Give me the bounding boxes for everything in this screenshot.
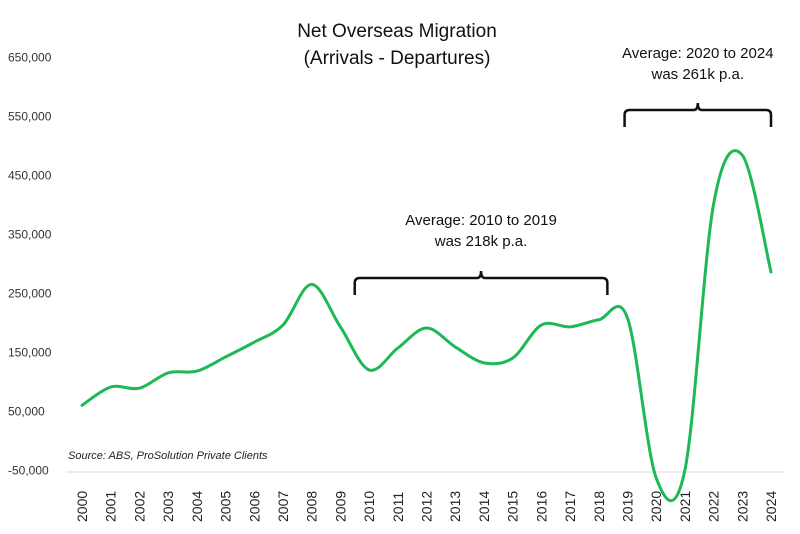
x-tick-label: 2016	[533, 491, 549, 522]
x-tick-label: 2021	[677, 491, 693, 522]
x-tick-label: 2008	[304, 491, 320, 522]
y-tick-label: 250,000	[8, 287, 52, 301]
data-points	[81, 155, 772, 478]
bracket	[353, 270, 609, 295]
x-tick-label: 2011	[390, 492, 406, 522]
x-tick-label: 2018	[591, 491, 607, 522]
chart-title-line-2: (Arrivals - Departures)	[304, 48, 491, 69]
x-tick-label: 2024	[763, 491, 779, 522]
x-tick-label: 2003	[160, 491, 176, 522]
annotation-text: Average: 2010 to 2019	[405, 212, 557, 229]
y-tick-label: 450,000	[8, 169, 52, 183]
x-tick-label: 2014	[476, 491, 492, 522]
y-tick-label: 150,000	[8, 346, 52, 360]
annotation-text: was 261k p.a.	[651, 66, 745, 83]
y-tick-label: 650,000	[8, 51, 52, 65]
x-tick-label: 2000	[74, 491, 90, 522]
chart-title-line-1: Net Overseas Migration	[297, 21, 497, 42]
x-tick-label: 2017	[562, 491, 578, 522]
x-tick-label: 2004	[189, 491, 205, 522]
x-tick-label: 2009	[332, 491, 348, 522]
x-tick-label: 2013	[447, 491, 463, 522]
x-tick-label: 2007	[275, 491, 291, 522]
y-tick-label: 550,000	[8, 110, 52, 124]
x-tick-label: 2002	[131, 491, 147, 522]
bracket	[623, 102, 773, 127]
y-tick-label: 350,000	[8, 228, 52, 242]
y-axis: 650,000 550,000 450,000 350,000 250,000 150,0…	[8, 51, 52, 478]
x-tick-label: 2022	[706, 491, 722, 522]
source-note: Source: ABS, ProSolution Private Clients	[68, 450, 268, 462]
x-tick-label: 2020	[648, 491, 664, 522]
x-tick-label: 2010	[361, 491, 377, 522]
annotation-text: was 218k p.a.	[434, 233, 528, 250]
x-tick-label: 2012	[419, 491, 435, 522]
y-tick-label: 50,000	[8, 405, 45, 419]
x-tick-label: 2023	[734, 491, 750, 522]
annotation-2: Average: 2020 to 2024 was 261k p.a.	[622, 45, 774, 127]
x-tick-label: 2006	[246, 491, 262, 522]
x-tick-label: 2019	[619, 491, 635, 522]
y-tick-label: -50,000	[8, 464, 49, 478]
x-tick-label: 2005	[218, 491, 234, 522]
annotation-1: Average: 2010 to 2019 was 218k p.a.	[353, 212, 609, 295]
annotation-text: Average: 2020 to 2024	[622, 45, 774, 62]
x-tick-label: 2015	[505, 491, 521, 522]
x-axis: 2000 2001 2002 2003 2004 2005 2006 2007 2008 2009…	[74, 491, 779, 522]
x-tick-label: 2001	[103, 491, 119, 522]
series-line	[80, 149, 773, 503]
